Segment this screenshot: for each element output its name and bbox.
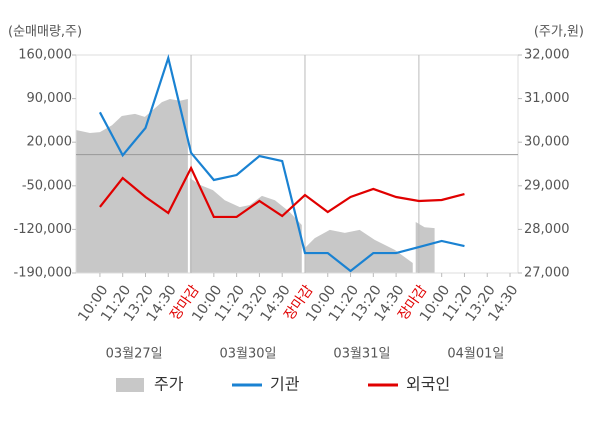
date-label: 04월01일 xyxy=(447,347,504,362)
price-area xyxy=(304,229,413,273)
y-tick-label: -120,000 xyxy=(14,222,72,237)
date-label: 03월27일 xyxy=(106,347,163,362)
date-label: 03월31일 xyxy=(333,347,390,362)
y-tick-label: 20,000 xyxy=(27,135,73,150)
legend-label: 외국인 xyxy=(406,375,450,394)
y2-axis-label: (주가,원) xyxy=(534,25,584,40)
y-tick-label: -190,000 xyxy=(14,266,72,281)
y2-tick-label: 28,000 xyxy=(524,222,570,237)
legend-swatch xyxy=(116,378,144,392)
plot xyxy=(75,54,519,274)
y-tick-label: -50,000 xyxy=(22,178,72,193)
y-tick-label: 160,000 xyxy=(18,48,72,63)
legend-label: 주가 xyxy=(154,375,184,394)
date-label: 03월30일 xyxy=(220,347,277,362)
plot-frame xyxy=(75,54,519,274)
y2-tick-label: 32,000 xyxy=(524,48,570,63)
series-line xyxy=(98,53,465,273)
y2-tick-label: 29,000 xyxy=(524,178,570,193)
y2-tick-label: 27,000 xyxy=(524,266,570,281)
price-area xyxy=(189,177,302,273)
y-axis-label: (순매매량,주) xyxy=(8,25,82,40)
legend-label: 기관 xyxy=(270,375,300,394)
y2-tick-label: 31,000 xyxy=(524,91,570,106)
price-area xyxy=(415,221,435,273)
series-line xyxy=(99,165,465,219)
y2-tick-label: 30,000 xyxy=(524,135,570,150)
y-tick-label: 90,000 xyxy=(27,91,73,106)
